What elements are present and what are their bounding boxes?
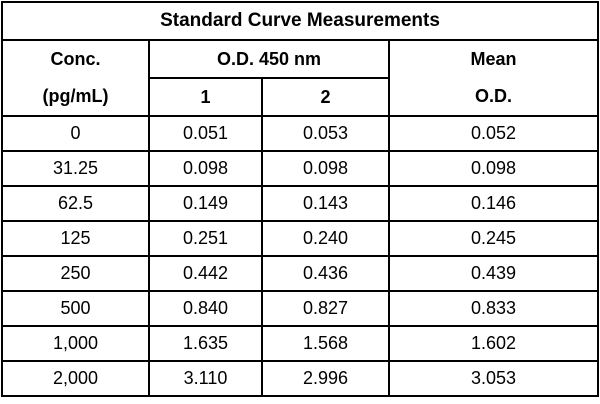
header-conc: Conc. bbox=[1, 39, 150, 78]
cell-od1: 0.442 bbox=[148, 255, 263, 292]
cell-mean: 0.439 bbox=[387, 255, 600, 292]
table-row: 500 0.840 0.827 0.833 bbox=[1, 290, 600, 327]
cell-mean: 3.053 bbox=[387, 360, 600, 397]
cell-od1: 0.051 bbox=[148, 115, 263, 152]
cell-od1: 0.840 bbox=[148, 290, 263, 327]
table-row: 1,000 1.635 1.568 1.602 bbox=[1, 325, 600, 362]
cell-od1: 3.110 bbox=[148, 360, 263, 397]
cell-conc: 62.5 bbox=[1, 185, 150, 222]
cell-conc: 1,000 bbox=[1, 325, 150, 362]
cell-od2: 0.143 bbox=[261, 185, 390, 222]
cell-mean: 0.098 bbox=[387, 150, 600, 187]
cell-od2: 2.996 bbox=[261, 360, 390, 397]
cell-mean: 0.833 bbox=[387, 290, 600, 327]
cell-od2: 0.827 bbox=[261, 290, 390, 327]
table-row: 62.5 0.149 0.143 0.146 bbox=[1, 185, 600, 222]
cell-od1: 0.149 bbox=[148, 185, 263, 222]
cell-od2: 0.240 bbox=[261, 220, 390, 257]
cell-mean: 0.052 bbox=[387, 115, 600, 152]
table-row: 125 0.251 0.240 0.245 bbox=[1, 220, 600, 257]
cell-mean: 1.602 bbox=[387, 325, 600, 362]
header-mean-od: O.D. bbox=[387, 78, 600, 117]
cell-conc: 2,000 bbox=[1, 360, 150, 397]
cell-conc: 500 bbox=[1, 290, 150, 327]
table-row: 31.25 0.098 0.098 0.098 bbox=[1, 150, 600, 187]
table-row: 0 0.051 0.053 0.052 bbox=[1, 115, 600, 152]
cell-mean: 0.146 bbox=[387, 185, 600, 222]
cell-conc: 250 bbox=[1, 255, 150, 292]
cell-conc: 0 bbox=[1, 115, 150, 152]
cell-od2: 0.098 bbox=[261, 150, 390, 187]
header-od-replicate-1: 1 bbox=[148, 77, 263, 117]
table-row: 250 0.442 0.436 0.439 bbox=[1, 255, 600, 292]
table-title: Standard Curve Measurements bbox=[0, 1, 600, 41]
table-row: 2,000 3.110 2.996 3.053 bbox=[1, 360, 600, 397]
cell-conc: 125 bbox=[1, 220, 150, 257]
cell-mean: 0.245 bbox=[387, 220, 600, 257]
header-mean: Mean bbox=[387, 39, 600, 78]
cell-od1: 0.251 bbox=[148, 220, 263, 257]
cell-od1: 0.098 bbox=[148, 150, 263, 187]
header-conc-unit: (pg/mL) bbox=[1, 78, 150, 117]
header-od-group: O.D. 450 nm bbox=[148, 39, 390, 79]
cell-od1: 1.635 bbox=[148, 325, 263, 362]
cell-conc: 31.25 bbox=[1, 150, 150, 187]
cell-od2: 0.436 bbox=[261, 255, 390, 292]
cell-od2: 0.053 bbox=[261, 115, 390, 152]
header-od-replicate-2: 2 bbox=[261, 77, 390, 117]
cell-od2: 1.568 bbox=[261, 325, 390, 362]
